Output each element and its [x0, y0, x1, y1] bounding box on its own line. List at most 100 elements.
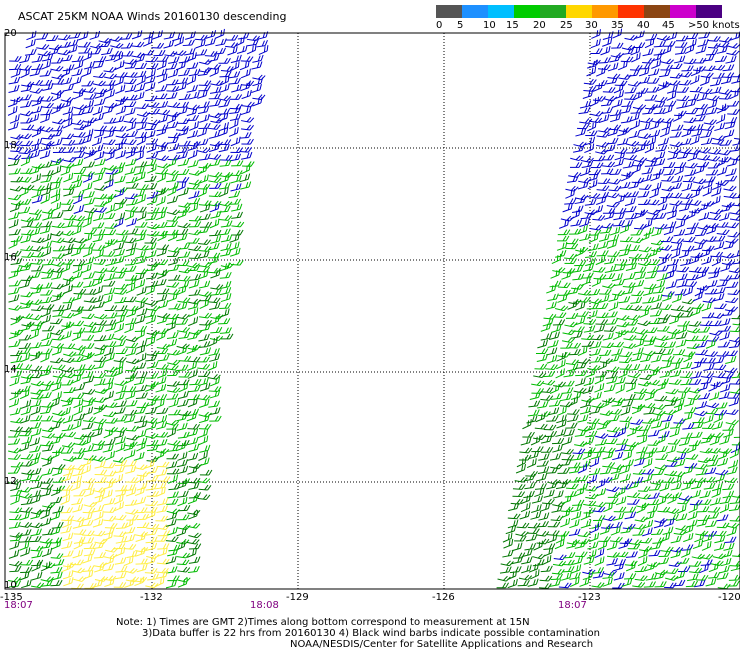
wind-barb [125, 199, 137, 205]
wind-barb [50, 357, 63, 364]
wind-barb [135, 211, 148, 220]
wind-barb [593, 500, 606, 507]
wind-barb [238, 61, 251, 70]
wind-barb [589, 297, 602, 305]
wind-barb [684, 228, 697, 235]
wind-barb [676, 36, 688, 41]
wind-barb [638, 486, 650, 492]
wind-barb [83, 198, 96, 205]
wind-barb [63, 184, 75, 189]
wind-barb [116, 131, 129, 138]
wind-barb [200, 222, 212, 227]
wind-barb [627, 491, 640, 498]
wind-barb [50, 497, 63, 503]
wind-barb [198, 445, 211, 453]
wind-barb [167, 439, 180, 446]
wind-barb [230, 55, 243, 63]
wind-barb [669, 132, 681, 138]
wind-barb [74, 289, 86, 295]
wind-barb [84, 543, 96, 548]
wind-barb [186, 62, 199, 69]
wind-barb [126, 357, 139, 365]
wind-barb [188, 69, 201, 76]
wind-barb [115, 284, 127, 290]
wind-barb [251, 55, 264, 62]
wind-barb [713, 543, 726, 550]
wind-barb [578, 296, 590, 302]
wind-barb [701, 71, 714, 78]
wind-barb [188, 531, 201, 539]
wind-barb [166, 332, 179, 339]
wind-barb [607, 251, 619, 257]
wind-barb [104, 341, 116, 346]
wind-barb [9, 559, 22, 566]
wind-barb [147, 491, 159, 496]
wind-barb [570, 391, 583, 399]
wind-barb [50, 318, 62, 324]
time-label-center: 18:08 [250, 600, 279, 611]
wind-barb [188, 343, 201, 350]
wind-barb [676, 87, 688, 92]
wind-barb [667, 514, 679, 520]
wind-barb [40, 290, 52, 295]
wind-barb [716, 514, 729, 520]
wind-barb [135, 437, 148, 445]
wind-barb [82, 81, 94, 86]
wind-barb [701, 180, 714, 189]
wind-barb [678, 204, 691, 211]
wind-barb [627, 499, 639, 504]
wind-barb [623, 334, 636, 341]
wind-barb [565, 423, 577, 428]
wind-barb [722, 130, 735, 138]
wind-barb [8, 77, 21, 84]
wind-barb [81, 248, 94, 257]
wind-barb [607, 302, 620, 311]
wind-barb [31, 551, 44, 558]
wind-barb [109, 34, 122, 42]
wind-barb [602, 281, 615, 289]
wind-barb [644, 283, 656, 289]
wind-barb [71, 194, 84, 203]
wind-barb [638, 318, 651, 326]
wind-barb [198, 281, 211, 288]
wind-barb [29, 400, 42, 407]
wind-barb [662, 184, 675, 191]
wind-barb [639, 425, 651, 431]
wind-barb [571, 283, 584, 289]
wind-barb [681, 352, 694, 362]
wind-barb [177, 566, 190, 573]
wind-barb [62, 84, 75, 91]
wind-barb [645, 327, 657, 332]
wind-barb [665, 281, 678, 289]
wind-barb [733, 319, 740, 325]
wind-barb [116, 95, 129, 101]
wind-barb [187, 508, 200, 515]
wind-barb [61, 95, 74, 103]
wind-barb [572, 274, 584, 280]
wind-barb [713, 535, 726, 543]
wind-barb [226, 35, 238, 40]
wind-barb [514, 536, 526, 541]
wind-barb [112, 218, 125, 227]
wind-barb [606, 485, 619, 492]
wind-barb [198, 238, 210, 244]
wind-barb [167, 469, 179, 474]
wind-barb [550, 324, 563, 332]
wind-barb [92, 222, 104, 228]
wind-barb [61, 533, 74, 541]
wind-barb [570, 162, 582, 167]
wind-barb [590, 109, 603, 117]
wind-barb [30, 572, 43, 580]
wind-barb [105, 365, 118, 372]
wind-barb [605, 438, 617, 443]
wind-barb [20, 567, 32, 572]
wind-barb [228, 191, 241, 198]
wind-barb [188, 356, 200, 362]
note-line-3: NOAA/NESDIS/Center for Satellite Applica… [290, 639, 593, 650]
wind-barb [578, 107, 590, 113]
wind-barb [19, 547, 32, 556]
wind-barb [81, 407, 94, 415]
wind-barb [6, 106, 19, 115]
wind-barb [9, 281, 21, 286]
wind-barb [241, 139, 253, 144]
